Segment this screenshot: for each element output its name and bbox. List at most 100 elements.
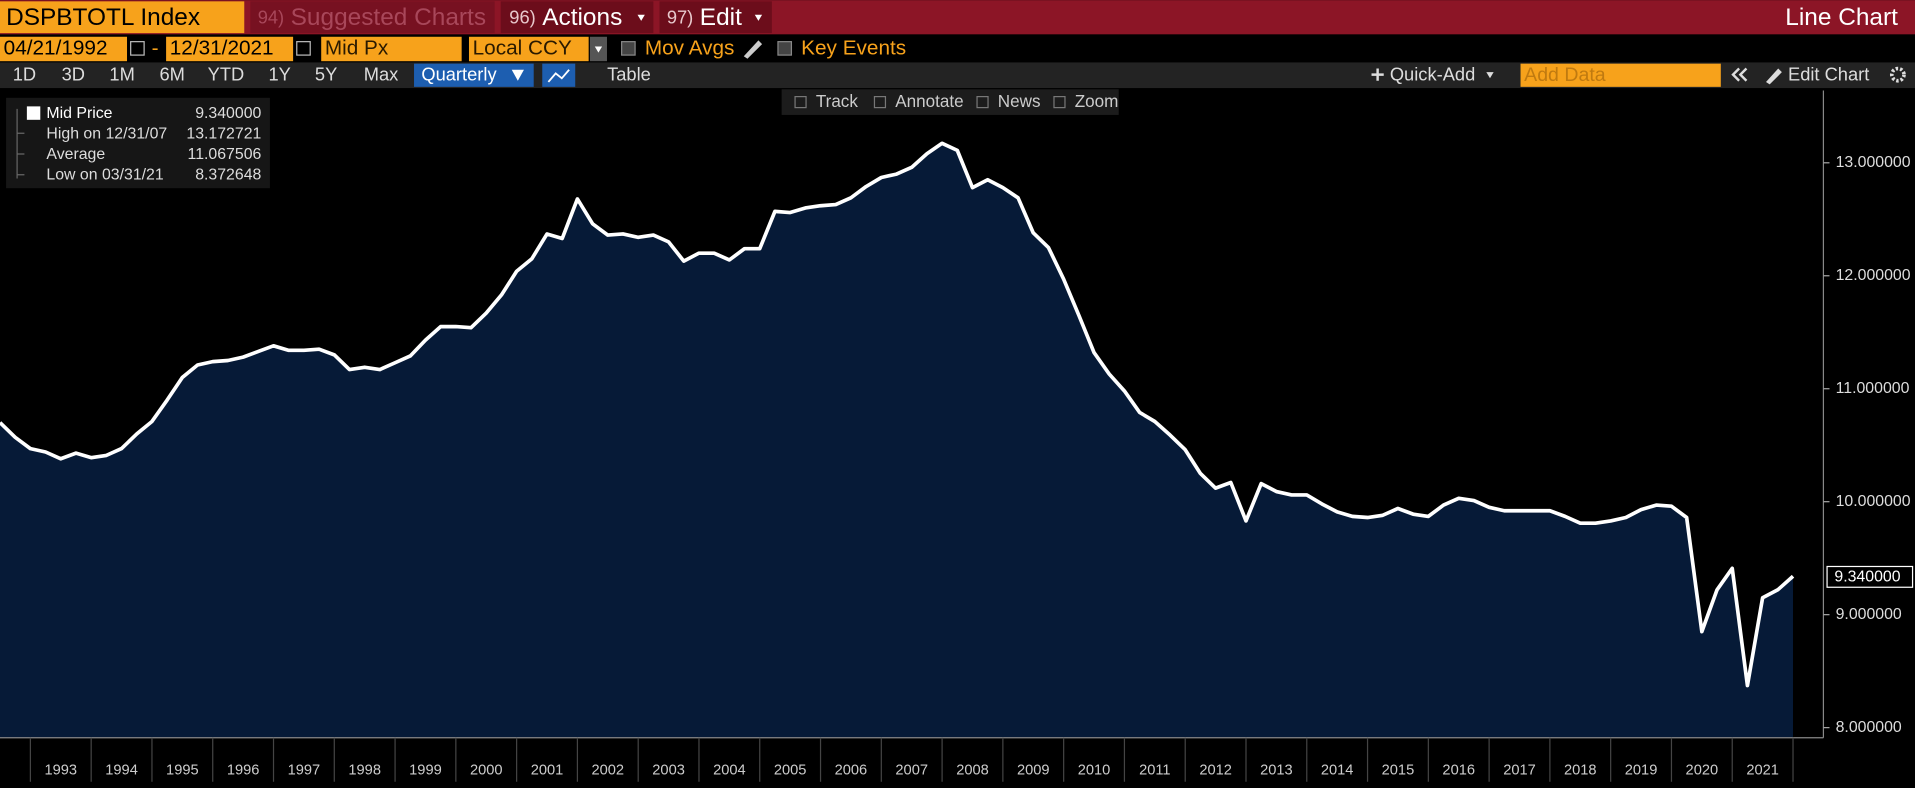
x-tick-label: 2017 (1503, 763, 1536, 779)
tool-icon (1053, 96, 1066, 109)
menu-key: 96) (509, 6, 535, 27)
dropdown-arrow (511, 69, 524, 81)
x-tick-label: 2000 (470, 763, 503, 779)
x-tick-label: 1993 (44, 763, 77, 779)
pen-icon (1766, 68, 1782, 85)
period-button[interactable]: YTD (208, 64, 245, 85)
currency: Local CCY (473, 36, 572, 59)
frequency-button[interactable] (414, 63, 534, 87)
x-tick-label: 2012 (1199, 763, 1232, 779)
plot-area: 9.340000 8.000000 9.000000 10.000000 11.0000… (0, 90, 1914, 782)
add-data: Add Data (1524, 64, 1606, 86)
start-date-box[interactable] (0, 36, 128, 62)
pen-icon[interactable] (743, 40, 763, 59)
period-button[interactable]: Max (364, 64, 399, 85)
period-button[interactable]: 5Y (315, 64, 337, 85)
legend-swatch (26, 106, 41, 120)
start-date: 04/21/1992 (4, 36, 108, 59)
end-date: 12/31/2021 (170, 36, 274, 59)
x-tick-label: 2004 (713, 763, 746, 779)
menu-key: 97) (667, 6, 693, 27)
tool-button[interactable]: News (998, 92, 1041, 111)
menu-actions[interactable] (500, 1, 654, 34)
field-box[interactable] (321, 36, 462, 62)
dropdown-arrow (1486, 72, 1494, 79)
x-tick-label: 1994 (105, 763, 138, 779)
mov-avgs: Mov Avgs (645, 36, 735, 59)
plus-icon (1371, 68, 1384, 81)
dropdown-arrow (754, 14, 763, 21)
chart-kind: Line Chart (1785, 4, 1898, 31)
calendar-icon[interactable] (130, 41, 145, 56)
checkbox[interactable] (777, 41, 793, 56)
period-button[interactable]: 6M (159, 64, 184, 85)
period-button[interactable]: 1M (109, 64, 134, 85)
period-button[interactable]: 1D (13, 64, 36, 85)
legend-label: Low on 03/31/21 (46, 166, 163, 183)
currency-box[interactable] (468, 36, 589, 62)
last-value-label: 9.340000 (1834, 569, 1900, 586)
tool-button[interactable]: Zoom (1075, 92, 1119, 111)
x-tick-label: 2002 (592, 763, 625, 779)
frequency: Quarterly (421, 64, 497, 85)
line (0, 141, 1795, 688)
field: Mid Px (325, 36, 389, 59)
tool-icon (873, 96, 887, 109)
period-button[interactable]: 3D (62, 64, 85, 85)
y-tick-label: 10.000000 (1836, 493, 1911, 510)
add-data-box[interactable] (1520, 63, 1721, 87)
menu-suggested[interactable] (250, 1, 495, 34)
x-tick-label: 2013 (1260, 763, 1293, 779)
x-tick-label: 1999 (409, 763, 442, 779)
last-value-box (1826, 565, 1914, 588)
chart-tools (781, 89, 1119, 115)
tool-button[interactable]: Track (816, 92, 859, 111)
tool-button[interactable]: Annotate (895, 92, 963, 111)
tool-icon (976, 96, 989, 109)
checkbox[interactable] (621, 41, 636, 56)
x-tick-label: 2011 (1139, 763, 1170, 779)
dropdown-arrow (594, 46, 603, 53)
gear-icon[interactable] (1889, 66, 1906, 83)
legend-value: 9.340000 (195, 105, 261, 122)
x-tick-label: 2006 (835, 763, 868, 779)
legend-tree (16, 108, 25, 179)
x-tick-label: 2018 (1564, 763, 1597, 779)
menu-label: Edit (700, 4, 742, 31)
period-button[interactable]: 1Y (268, 64, 290, 85)
x-tick-label: 2016 (1442, 763, 1475, 779)
legend-value: 11.067506 (188, 146, 262, 163)
menu-key: 94) (258, 6, 284, 27)
calendar-icon[interactable] (296, 41, 311, 56)
x-tick-label: 2003 (652, 763, 685, 779)
edit-chart[interactable]: Edit Chart (1788, 64, 1869, 85)
collapse-icon[interactable] (1731, 67, 1748, 82)
y-tick-label: 8.000000 (1836, 719, 1902, 736)
menu-edit[interactable] (659, 1, 772, 34)
y-tick-label: 9.000000 (1836, 606, 1902, 623)
x-tick-label: 2010 (1078, 763, 1111, 779)
x-tick-label: 2001 (531, 763, 564, 779)
ticker-box[interactable] (0, 1, 245, 34)
x-tick-label: 1995 (166, 763, 199, 779)
x-tick-label: 1997 (288, 763, 321, 779)
key-events: Key Events (801, 36, 906, 59)
quick-add[interactable]: Quick-Add (1390, 64, 1475, 85)
x-tick-label: 2008 (956, 763, 989, 779)
x-tick-label: 2021 (1746, 763, 1779, 779)
dropdown-arrow (637, 14, 645, 21)
y-tick-label: 13.000000 (1836, 154, 1911, 171)
menu-label: Actions (542, 4, 622, 31)
menu-label: Suggested Charts (291, 4, 486, 31)
table-button[interactable]: Table (607, 64, 651, 85)
date-separator: - (152, 36, 159, 59)
legend-label: Mid Price (46, 105, 112, 122)
ticker: DSPBTOTL Index (6, 4, 200, 31)
x-tick-label: 1996 (227, 763, 260, 779)
x-tick-label: 2020 (1686, 763, 1719, 779)
x-tick-label: 2014 (1321, 763, 1354, 779)
end-date-box[interactable] (166, 36, 294, 62)
tool-icon (794, 96, 807, 109)
